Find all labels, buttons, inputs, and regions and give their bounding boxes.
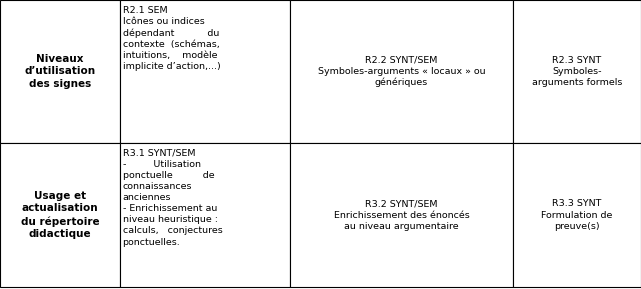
- Bar: [120, 0, 290, 143]
- Text: Usage et
actualisation
du répertoire
didactique: Usage et actualisation du répertoire did…: [21, 191, 99, 239]
- Bar: [0, 143, 120, 287]
- Text: Niveaux
d’utilisation
des signes: Niveaux d’utilisation des signes: [24, 54, 96, 89]
- Text: R3.1 SYNT/SEM
-         Utilisation
ponctuelle          de
connaissances
ancienn: R3.1 SYNT/SEM - Utilisation ponctuelle d…: [122, 149, 222, 247]
- Bar: [513, 0, 641, 143]
- Bar: [513, 143, 641, 287]
- Text: R3.2 SYNT/SEM
Enrichissement des énoncés
au niveau argumentaire: R3.2 SYNT/SEM Enrichissement des énoncés…: [333, 199, 469, 231]
- Bar: [0, 0, 120, 143]
- Text: R3.3 SYNT
Formulation de
preuve(s): R3.3 SYNT Formulation de preuve(s): [541, 199, 613, 231]
- Bar: [120, 143, 290, 287]
- Bar: [290, 143, 513, 287]
- Text: R2.2 SYNT/SEM
Symboles-arguments « locaux » ou
génériques: R2.2 SYNT/SEM Symboles-arguments « locau…: [318, 55, 485, 88]
- Text: R2.3 SYNT
Symboles-
arguments formels: R2.3 SYNT Symboles- arguments formels: [532, 56, 622, 87]
- Bar: [290, 0, 513, 143]
- Text: R2.1 SEM
Icônes ou indices
dépendant           du
contexte  (schémas,
intuitions: R2.1 SEM Icônes ou indices dépendant du …: [122, 6, 221, 71]
